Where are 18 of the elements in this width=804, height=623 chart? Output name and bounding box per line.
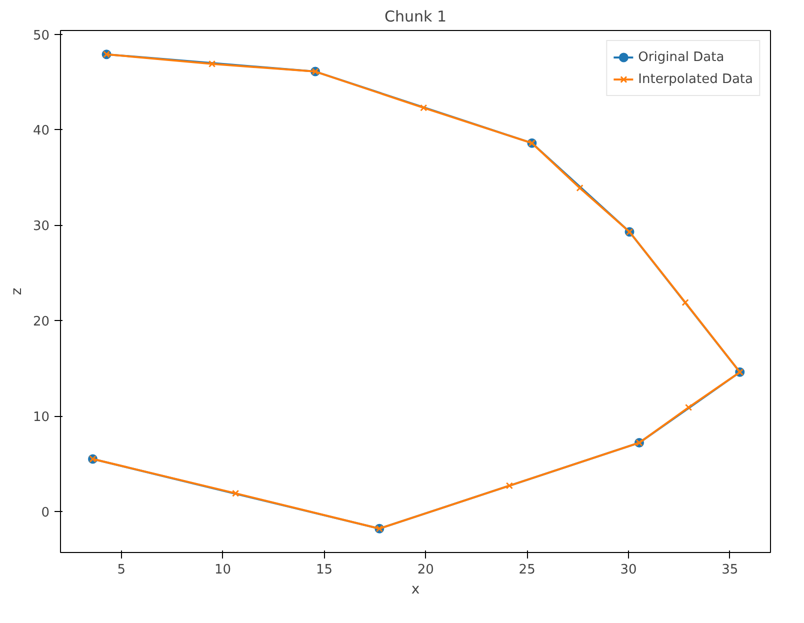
x-tick-label: 30 (620, 562, 637, 578)
x-tick-label: 25 (518, 562, 536, 578)
x-tick-label: 5 (117, 562, 126, 578)
y-tick-label: 40 (32, 124, 50, 139)
y-axis-title: z (8, 288, 25, 296)
y-tick-label: 30 (32, 219, 50, 234)
legend-label: Interpolated Data (638, 72, 753, 86)
legend-label: Original Data (638, 50, 724, 64)
y-tick-label: 50 (32, 28, 50, 44)
x-tick-label: 20 (417, 562, 434, 578)
x-tick-label: 35 (722, 562, 738, 578)
y-tick-label: 20 (32, 314, 50, 330)
y-tick-label: 10 (32, 410, 50, 426)
x-tick-label: 15 (316, 562, 332, 578)
chart-title: Chunk 1 (384, 8, 447, 26)
x-axis-title: x (411, 582, 420, 598)
y-tick-label: 0 (41, 505, 50, 520)
x-tick-label: 10 (214, 562, 232, 578)
